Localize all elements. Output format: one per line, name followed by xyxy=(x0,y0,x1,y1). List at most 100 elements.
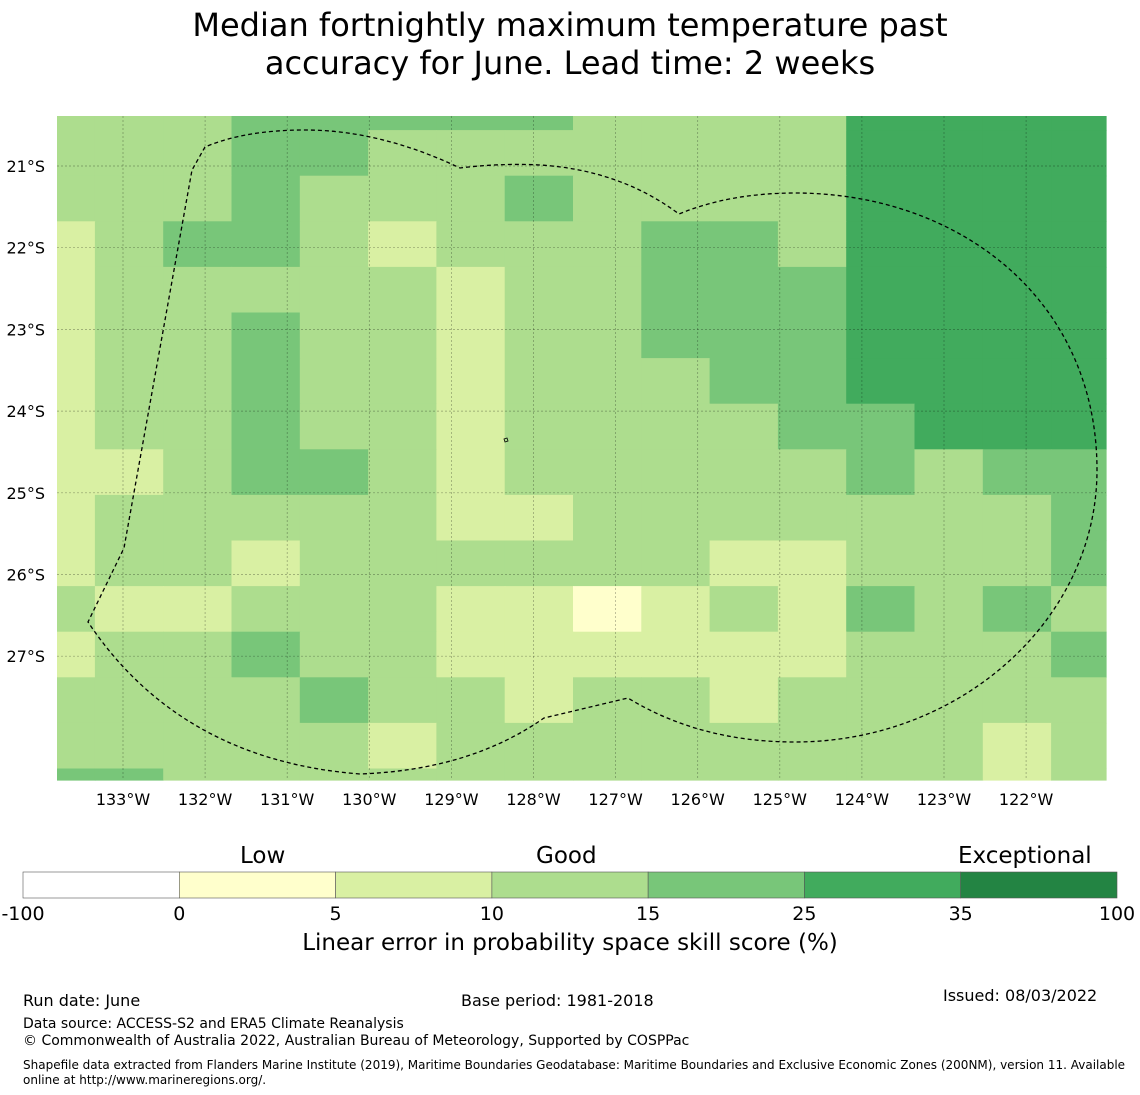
grid-cell xyxy=(163,266,233,314)
grid-cell xyxy=(846,116,916,131)
grid-cell xyxy=(368,631,437,678)
grid-cell xyxy=(299,116,369,131)
grid-cell xyxy=(982,130,1052,177)
longitude-label: 130°W xyxy=(342,790,397,809)
grid-cell xyxy=(94,221,164,268)
grid-cell xyxy=(573,358,642,405)
grid-cell xyxy=(94,312,164,359)
longitude-label: 122°W xyxy=(999,790,1054,809)
grid-cell xyxy=(368,116,437,131)
grid-cell xyxy=(777,722,847,770)
grid-cell xyxy=(231,221,301,268)
grid-cell xyxy=(163,631,233,678)
skill-score-map: 133°W 132°W 131°W 130°W 129°W 128°W 127°W 126°W… xyxy=(6,116,1107,809)
grid-cell xyxy=(57,586,96,633)
grid-cell xyxy=(1051,768,1107,781)
grid-cell xyxy=(1051,631,1107,678)
grid-cell xyxy=(299,586,369,633)
grid-cell xyxy=(846,677,916,724)
grid-cell xyxy=(982,449,1052,496)
grid-cell xyxy=(1051,722,1107,770)
grid-cell xyxy=(163,175,233,222)
longitude-label: 126°W xyxy=(671,790,726,809)
latitude-label: 25°S xyxy=(6,484,45,503)
grid-cell xyxy=(846,586,916,633)
grid-cell xyxy=(57,722,96,770)
grid-cell xyxy=(504,116,574,131)
colorbar: -100 0 5 10 15 25 35 100 xyxy=(1,871,1135,925)
grid-cell xyxy=(504,403,574,450)
grid-cell xyxy=(504,768,574,781)
issued-date: Issued: 08/03/2022 xyxy=(943,986,1098,1005)
latitude-label: 23°S xyxy=(6,320,45,339)
grid-cell xyxy=(94,677,164,724)
grid-cell xyxy=(846,266,916,314)
grid-cell xyxy=(982,540,1052,587)
colorbar-swatch xyxy=(960,871,1118,899)
shapefile-attribution: Shapefile data extracted from Flanders M… xyxy=(23,1058,1126,1087)
grid-cell xyxy=(1051,677,1107,724)
grid-cell xyxy=(777,586,847,633)
map-title: Median fortnightly maximum temperature p… xyxy=(0,6,1140,82)
grid-cell xyxy=(573,116,642,131)
grid-cell xyxy=(57,449,96,496)
island-outline xyxy=(503,437,509,443)
grid-cell xyxy=(94,722,164,770)
grid-cell xyxy=(914,586,984,633)
grid-cell xyxy=(299,266,369,314)
grid-cell xyxy=(231,540,301,587)
grid-cell xyxy=(94,266,164,314)
grid-cell xyxy=(982,586,1052,633)
longitude-label: 132°W xyxy=(178,790,233,809)
colorbar-tick-label: 35 xyxy=(949,903,973,925)
grid-cell xyxy=(573,175,642,222)
grid-cell xyxy=(982,266,1052,314)
grid-cell xyxy=(57,312,96,359)
grid-cell xyxy=(982,631,1052,678)
grid-cell xyxy=(163,449,233,496)
grid-cell xyxy=(777,494,847,542)
grid-cell xyxy=(846,312,916,359)
grid-cell xyxy=(163,221,233,268)
grid-cell xyxy=(1051,116,1107,131)
longitude-label: 129°W xyxy=(424,790,479,809)
grid-cell xyxy=(709,540,779,587)
grid-cell xyxy=(846,768,916,781)
grid-cell xyxy=(57,403,96,450)
grid-cell xyxy=(436,358,506,405)
grid-cell xyxy=(504,221,574,268)
grid-cell xyxy=(641,266,711,314)
grid-cell xyxy=(914,116,984,131)
colorbar-swatch xyxy=(491,871,649,899)
grid-cell xyxy=(94,116,164,131)
grid-cell xyxy=(504,540,574,587)
colorbar-tick-label: 0 xyxy=(173,903,185,925)
grid-cell xyxy=(777,175,847,222)
grid-cell xyxy=(846,221,916,268)
grid-cell xyxy=(573,221,642,268)
grid-cell xyxy=(777,403,847,450)
grid-cell xyxy=(982,677,1052,724)
grid-cell xyxy=(914,130,984,177)
grid-cell xyxy=(231,175,301,222)
grid-cell xyxy=(436,677,506,724)
grid-cell xyxy=(914,677,984,724)
grid-cell xyxy=(846,130,916,177)
grid-cell xyxy=(641,312,711,359)
grid-cell xyxy=(573,449,642,496)
grid-cell xyxy=(504,494,574,542)
grid-cell xyxy=(231,266,301,314)
grid-cell xyxy=(1051,586,1107,633)
grid-cell xyxy=(231,722,301,770)
colorbar-swatch xyxy=(804,871,962,899)
grid-cell xyxy=(709,312,779,359)
latitude-label: 22°S xyxy=(6,239,45,258)
grid-cell xyxy=(982,221,1052,268)
grid-cell xyxy=(709,768,779,781)
colorbar-tick-label: -100 xyxy=(1,903,44,925)
grid-cell xyxy=(504,130,574,177)
grid-cell xyxy=(709,722,779,770)
grid-cell xyxy=(982,722,1052,770)
data-source: Data source: ACCESS-S2 and ERA5 Climate … xyxy=(23,1016,404,1032)
grid-cell xyxy=(982,494,1052,542)
